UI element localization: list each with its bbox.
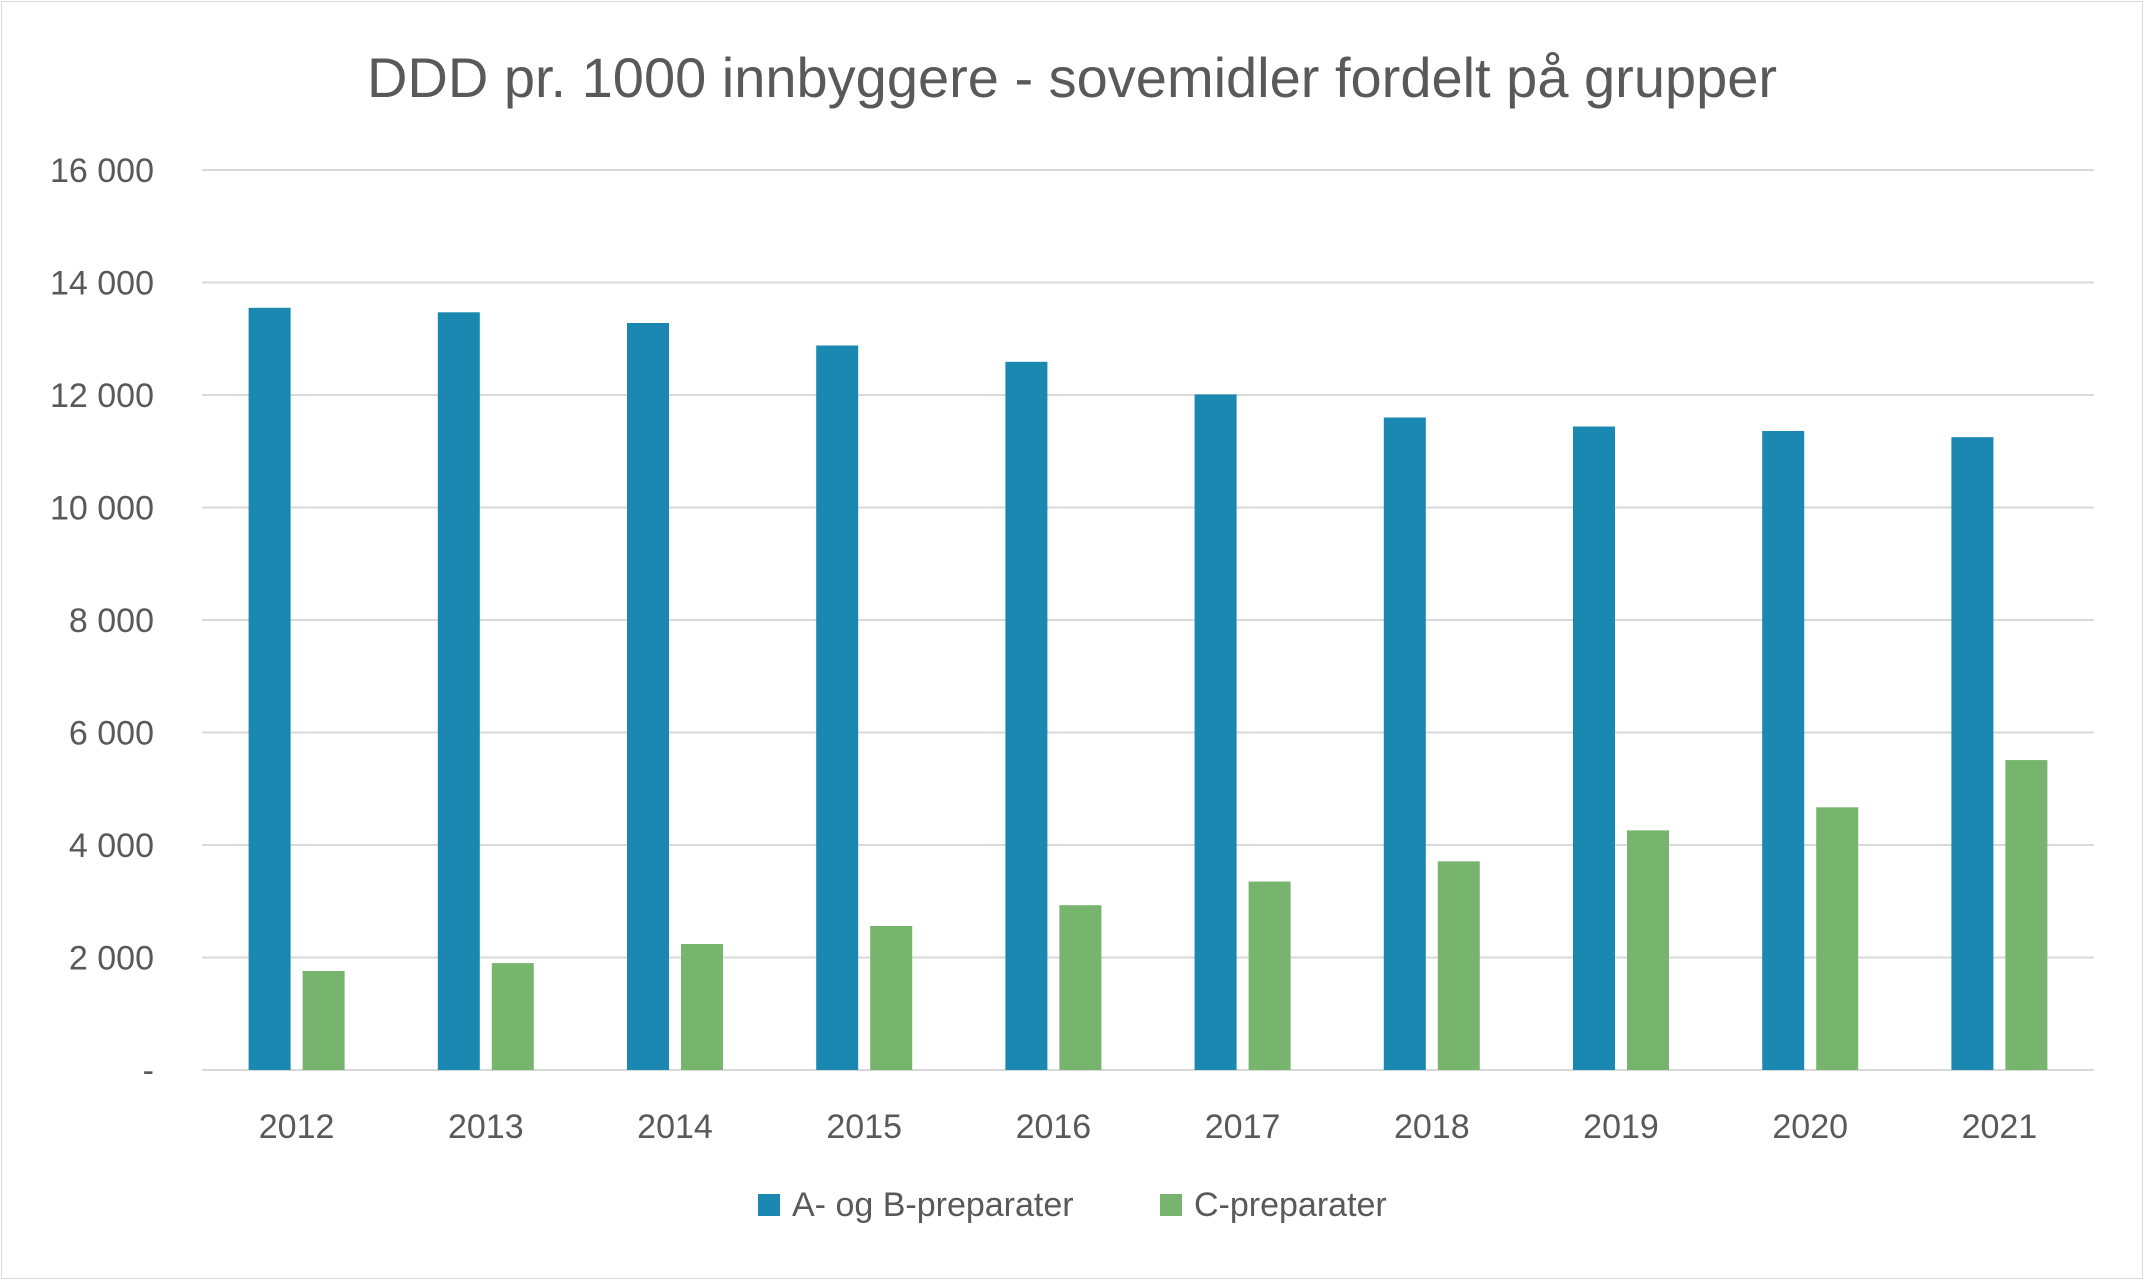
bar-c-preparater-2013	[491, 963, 534, 1070]
bar-c-preparater-2016	[1059, 905, 1102, 1070]
x-tick-label: 2015	[826, 1108, 902, 1146]
legend: A- og B-preparater C-preparater	[758, 1186, 1387, 1224]
bar-c-preparater-2015	[870, 926, 913, 1070]
bar-a-b-preparater-2021	[1951, 437, 1994, 1070]
legend-swatch-c-preparater	[1160, 1194, 1182, 1216]
x-tick-label: 2012	[259, 1108, 335, 1146]
bar-a-b-preparater-2013	[437, 312, 480, 1070]
bar-c-preparater-2014	[681, 944, 723, 1070]
bar-c-preparater-2017	[1248, 881, 1291, 1070]
x-tick-label: 2021	[1962, 1108, 2038, 1146]
x-tick-label: 2019	[1583, 1108, 1659, 1146]
bar-a-b-preparater-2020	[1762, 431, 1805, 1070]
y-tick-label: 8 000	[69, 602, 154, 640]
bar-c-preparater-2020	[1816, 807, 1859, 1070]
x-tick-label: 2017	[1205, 1108, 1281, 1146]
y-tick-label: 16 000	[50, 152, 154, 190]
y-tick-label: 12 000	[50, 377, 154, 415]
legend-label: A- og B-preparater	[792, 1186, 1074, 1224]
bar-c-preparater-2012	[302, 971, 345, 1070]
gridlines	[202, 169, 2094, 1071]
y-tick-label: 14 000	[50, 265, 154, 303]
x-tick-label: 2016	[1016, 1108, 1092, 1146]
bar-a-b-preparater-2019	[1573, 426, 1615, 1070]
bar-a-b-preparater-2016	[1005, 361, 1048, 1070]
y-axis-ticks: - 2 000 4 000 6 000 8 000 10 000 12 000 14 000 1…	[50, 152, 154, 1090]
bar-a-b-preparater-2018	[1383, 417, 1426, 1070]
x-tick-label: 2013	[448, 1108, 524, 1146]
x-tick-label: 2020	[1772, 1108, 1848, 1146]
bar-a-b-preparater-2012	[248, 307, 291, 1070]
bar-a-b-preparater-2015	[816, 345, 859, 1070]
bar-c-preparater-2018	[1437, 861, 1480, 1070]
bar-c-preparater-2021	[2005, 760, 2048, 1070]
x-tick-label: 2014	[637, 1108, 713, 1146]
y-tick-label: 10 000	[50, 490, 154, 528]
bars	[248, 307, 2048, 1070]
x-axis-ticks: 2012 2013 2014 2015 2016 2017 2018 2019 2020 2021	[259, 1108, 2037, 1146]
x-tick-label: 2018	[1394, 1108, 1470, 1146]
bar-a-b-preparater-2017	[1194, 394, 1237, 1070]
y-tick-label: 6 000	[69, 715, 154, 753]
bar-a-b-preparater-2014	[627, 323, 669, 1070]
y-tick-label: 2 000	[69, 940, 154, 978]
bar-c-preparater-2019	[1627, 830, 1669, 1070]
legend-swatch-a-b-preparater	[758, 1194, 780, 1216]
y-tick-label: -	[143, 1052, 154, 1090]
chart-title: DDD pr. 1000 innbyggere - sovemidler for…	[367, 46, 1777, 109]
y-tick-label: 4 000	[69, 827, 154, 865]
legend-label: C-preparater	[1194, 1186, 1387, 1224]
